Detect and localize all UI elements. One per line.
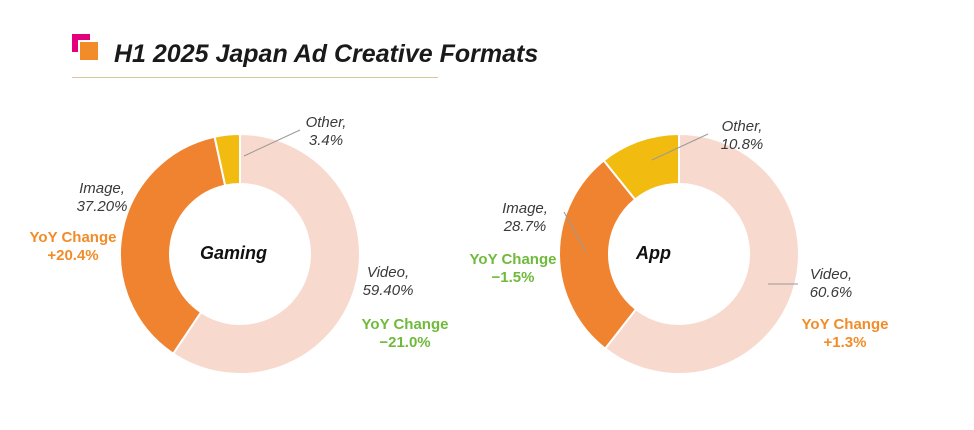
app-slice-image [558,159,638,351]
app-image-yoy: YoY Change −1.5% [458,251,568,287]
gaming-video-value: 59.40% [362,282,414,299]
app-video-yoy-label: YoY Change [801,316,889,333]
app-donut-chart [558,132,800,375]
app-other-value: 10.8% [720,136,764,153]
app-center-label: App [636,243,671,263]
gaming-video-yoy: YoY Change −21.0% [350,316,460,352]
app-leader-line-other [651,133,709,161]
gaming-slice-other [213,132,241,187]
app-slice-other [602,132,680,201]
gaming-center-label: Gaming [200,243,268,263]
app-other-name: Other, [721,118,763,135]
gaming-donut-chart [119,129,361,375]
app-image-yoy-label: YoY Change [469,251,557,268]
gaming-other-label: Other, 3.4% [290,114,362,150]
gaming-video-name: Video, [366,264,410,281]
app-video-value: 60.6% [809,284,853,301]
gaming-video-yoy-label: YoY Change [361,316,449,333]
app-image-yoy-value: −1.5% [491,269,535,286]
gaming-other-value: 3.4% [308,132,344,149]
gaming-other-name: Other, [305,114,347,131]
gaming-leader-line-other [243,129,301,157]
app-other-label: Other, 10.8% [706,118,778,154]
gaming-image-yoy-value: +20.4% [47,247,99,264]
app-image-label: Image, 28.7% [490,200,560,236]
app-video-label: Video, 60.6% [796,266,866,302]
gaming-image-value: 37.20% [76,198,128,215]
gaming-slice-image [119,135,227,356]
app-image-name: Image, [502,200,548,217]
gaming-slice-video [171,132,361,375]
app-image-value: 28.7% [503,218,547,235]
page-title: H1 2025 Japan Ad Creative Formats [114,40,539,68]
gaming-image-yoy: YoY Change +20.4% [18,229,128,265]
app-video-yoy: YoY Change +1.3% [790,316,900,352]
gaming-video-label: Video, 59.40% [348,264,428,300]
app-video-yoy-value: +1.3% [823,334,867,351]
gaming-image-yoy-label: YoY Change [29,229,117,246]
app-video-name: Video, [809,266,853,283]
title-underline [72,77,438,78]
app-leader-line-image [563,211,587,253]
gaming-video-yoy-value: −21.0% [379,334,431,351]
app-slice-video [603,132,800,375]
gaming-image-name: Image, [79,180,125,197]
brand-logo-icon [72,34,108,68]
gaming-image-label: Image, 37.20% [62,180,142,216]
